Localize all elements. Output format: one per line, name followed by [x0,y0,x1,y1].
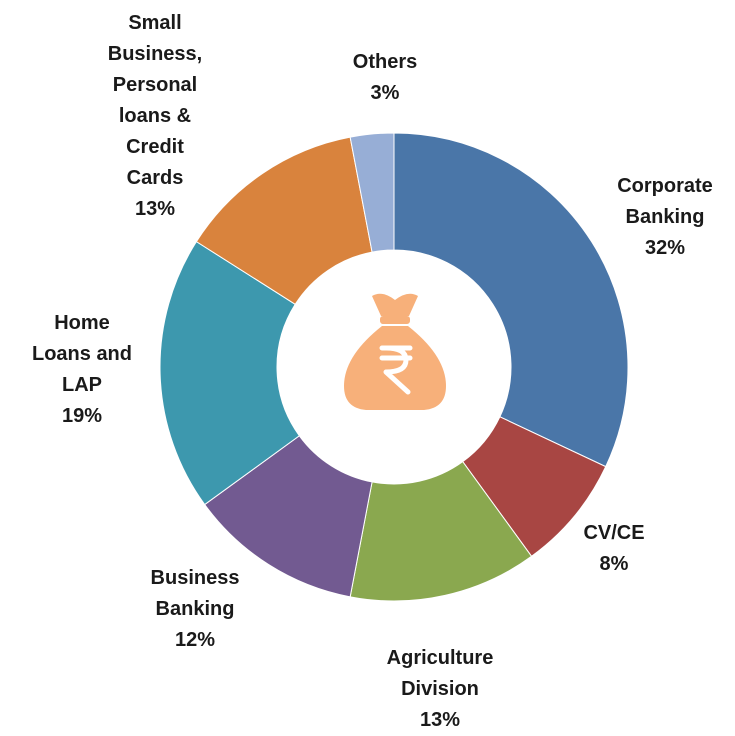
category-label: Home Loans and LAP [31,312,132,396]
category-label: Business Banking [150,567,240,620]
slice-label: Others 3% [330,47,440,109]
category-label: Agriculture Division [386,647,494,700]
category-label: Others [352,51,418,73]
slices [159,132,629,602]
category-label: Small Business, Personal loans & Credit … [107,12,203,189]
money-bag-icon [344,293,446,410]
slice-label: CV/CE 8% [559,518,669,580]
category-label: CV/CE [583,522,645,544]
value-label: 32% [644,237,686,259]
value-label: 12% [174,629,216,651]
value-label: 8% [599,553,629,575]
value-label: 13% [419,709,461,731]
category-label: Corporate Banking [617,175,713,228]
value-label: 3% [370,82,400,104]
slice-label: Small Business, Personal loans & Credit … [100,8,210,225]
slice-label: Home Loans and LAP 19% [27,308,137,432]
slice-label: Agriculture Division 13% [375,643,505,736]
value-label: 13% [134,198,176,220]
slice-label: Business Banking 12% [140,563,250,656]
slice-label: Corporate Banking 32% [605,171,725,264]
value-label: 19% [61,405,103,427]
